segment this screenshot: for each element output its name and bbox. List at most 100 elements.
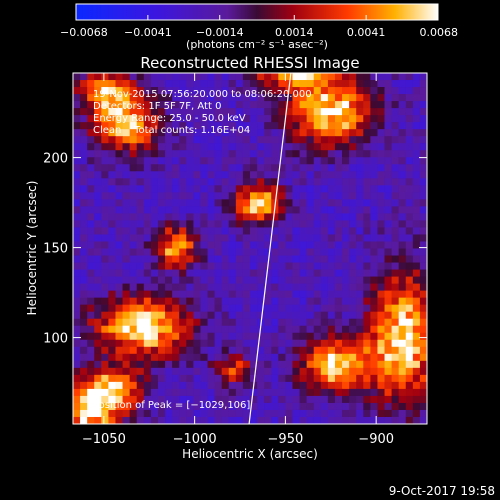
heatmap-cell <box>334 255 343 263</box>
colorbar-tick-label: −0.0014 <box>196 26 244 39</box>
heatmap-cell <box>278 248 286 256</box>
heatmap-cell <box>235 185 244 193</box>
heatmap-cell <box>94 304 102 313</box>
solar-limb-line <box>248 73 292 424</box>
heatmap-cell <box>80 227 88 235</box>
heatmap-cell <box>419 150 427 158</box>
heatmap-cell <box>257 374 265 383</box>
heatmap-cell <box>405 227 414 235</box>
heatmap-cell <box>306 213 315 221</box>
heatmap-cell <box>405 234 414 242</box>
heatmap-cell <box>412 416 421 424</box>
heatmap-cell <box>129 381 138 390</box>
heatmap-cell <box>342 220 350 228</box>
heatmap-cell <box>165 248 173 256</box>
heatmap-cell <box>179 304 187 313</box>
heatmap-cell <box>320 234 329 242</box>
heatmap-cell <box>412 80 421 88</box>
heatmap-cell <box>349 213 357 221</box>
heatmap-cell <box>398 360 407 369</box>
heatmap-cell <box>122 185 131 193</box>
heatmap-cell <box>342 346 350 355</box>
heatmap-cell <box>228 164 237 172</box>
heatmap-cell <box>356 241 364 249</box>
heatmap-cell <box>271 290 279 299</box>
heatmap-cell <box>172 157 180 165</box>
heatmap-cell <box>271 416 279 424</box>
heatmap-cell <box>391 367 400 376</box>
heatmap-cell <box>165 199 173 207</box>
heatmap-cell <box>419 325 427 334</box>
heatmap-cell <box>342 416 350 424</box>
heatmap-cell <box>73 297 81 306</box>
heatmap-cell <box>186 73 194 81</box>
heatmap-cell <box>186 255 194 263</box>
heatmap-cell <box>299 409 308 418</box>
heatmap-cell <box>87 136 95 144</box>
heatmap-cell <box>207 374 215 383</box>
heatmap-cell <box>101 297 109 306</box>
heatmap-cell <box>405 346 414 355</box>
heatmap-cell <box>108 402 116 411</box>
heatmap-cell <box>271 381 279 390</box>
heatmap-cell <box>306 325 315 334</box>
heatmap-cell <box>363 171 371 179</box>
heatmap-cell <box>271 332 279 341</box>
heatmap-cell <box>221 402 230 411</box>
heatmap-cell <box>257 234 265 242</box>
heatmap-cell <box>172 346 180 355</box>
heatmap-cell <box>80 416 88 424</box>
heatmap-cell <box>143 185 152 193</box>
heatmap-cell <box>285 234 293 242</box>
heatmap-cell <box>257 129 265 137</box>
heatmap-cell <box>419 339 427 348</box>
heatmap-cell <box>398 255 407 263</box>
heatmap-cell <box>179 206 187 214</box>
heatmap-cell <box>80 332 88 341</box>
heatmap-cell <box>87 402 95 411</box>
heatmap-cell <box>292 360 300 369</box>
heatmap-cell <box>264 283 272 292</box>
heatmap-cell <box>334 381 343 390</box>
heatmap-cell <box>214 346 223 355</box>
heatmap-cell <box>207 122 215 130</box>
heatmap-cell <box>242 178 251 186</box>
heatmap-cell <box>207 332 215 341</box>
heatmap-cell <box>250 143 258 151</box>
heatmap-cell <box>257 276 265 284</box>
heatmap-cell <box>150 332 159 341</box>
heatmap-cell <box>186 332 194 341</box>
heatmap-cell <box>214 143 223 151</box>
heatmap-cell <box>235 311 244 320</box>
heatmap-cell <box>299 199 308 207</box>
heatmap-cell <box>228 129 237 137</box>
heatmap-cell <box>94 360 102 369</box>
heatmap-cell <box>73 262 81 270</box>
heatmap-cell <box>115 80 123 88</box>
heatmap-cell <box>412 213 421 221</box>
heatmap-cell <box>271 409 279 418</box>
heatmap-cell <box>356 73 364 81</box>
heatmap-cell <box>405 388 414 397</box>
heatmap-cell <box>278 185 286 193</box>
heatmap-cell <box>73 73 81 81</box>
heatmap-cell <box>80 241 88 249</box>
heatmap-cell <box>405 332 414 341</box>
heatmap-cell <box>412 304 421 313</box>
heatmap-cell <box>285 178 293 186</box>
heatmap-cell <box>94 199 102 207</box>
heatmap-cell <box>129 227 138 235</box>
heatmap-cell <box>278 150 286 158</box>
heatmap-cell <box>327 150 336 158</box>
heatmap-cell <box>207 192 215 200</box>
heatmap-cell <box>179 367 187 376</box>
heatmap-cell <box>129 248 138 256</box>
heatmap-cell <box>136 101 145 109</box>
heatmap-cell <box>242 129 251 137</box>
heatmap-cell <box>299 276 308 284</box>
heatmap-cell <box>101 416 109 424</box>
heatmap-cell <box>214 164 223 172</box>
heatmap-cell <box>143 87 152 95</box>
heatmap-cell <box>228 80 237 88</box>
heatmap-cell <box>250 276 258 284</box>
